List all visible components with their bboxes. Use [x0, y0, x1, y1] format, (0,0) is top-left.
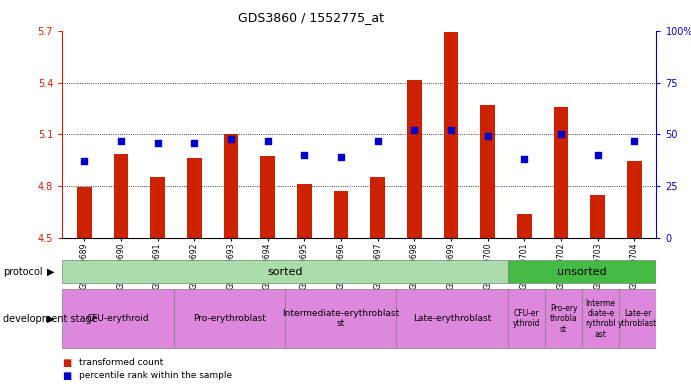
- Text: Pro-ery
throbla
st: Pro-ery throbla st: [550, 304, 578, 334]
- Text: sorted: sorted: [267, 266, 303, 277]
- Bar: [187, 158, 202, 238]
- Text: Intermediate-erythroblast
st: Intermediate-erythroblast st: [282, 309, 399, 328]
- Bar: [62, 260, 508, 283]
- Text: ▶: ▶: [47, 266, 55, 277]
- Bar: [508, 289, 545, 348]
- Text: development stage: development stage: [3, 314, 98, 324]
- Text: Pro-erythroblast: Pro-erythroblast: [193, 314, 266, 323]
- Bar: [77, 187, 91, 238]
- Text: transformed count: transformed count: [79, 358, 164, 367]
- Text: GDS3860 / 1552775_at: GDS3860 / 1552775_at: [238, 12, 384, 25]
- Text: Late-erythroblast: Late-erythroblast: [413, 314, 491, 323]
- Bar: [334, 190, 348, 238]
- Bar: [113, 154, 129, 238]
- Text: ■: ■: [62, 371, 71, 381]
- Text: CFU-erythroid: CFU-erythroid: [86, 314, 149, 323]
- Point: [335, 154, 346, 160]
- Bar: [590, 195, 605, 238]
- Text: CFU-er
ythroid: CFU-er ythroid: [513, 309, 540, 328]
- Point: [446, 127, 457, 133]
- Bar: [173, 289, 285, 348]
- Point: [519, 156, 530, 162]
- Text: unsorted: unsorted: [558, 266, 607, 277]
- Point: [592, 152, 603, 158]
- Point: [372, 137, 384, 144]
- Bar: [397, 289, 508, 348]
- Bar: [150, 177, 165, 238]
- Point: [629, 137, 640, 144]
- Point: [225, 136, 236, 142]
- Text: percentile rank within the sample: percentile rank within the sample: [79, 371, 233, 380]
- Bar: [407, 80, 422, 238]
- Bar: [553, 107, 569, 238]
- Bar: [370, 177, 385, 238]
- Bar: [480, 105, 495, 238]
- Point: [189, 140, 200, 146]
- Text: ▶: ▶: [47, 314, 55, 324]
- Bar: [545, 289, 582, 348]
- Point: [482, 133, 493, 139]
- Bar: [297, 184, 312, 238]
- Point: [79, 158, 90, 164]
- Point: [556, 131, 567, 137]
- Point: [115, 137, 126, 144]
- Bar: [619, 289, 656, 348]
- Bar: [517, 214, 532, 238]
- Bar: [508, 260, 656, 283]
- Point: [409, 127, 420, 133]
- Bar: [582, 289, 619, 348]
- Bar: [444, 32, 458, 238]
- Text: Interme
diate-e
rythrobl
ast: Interme diate-e rythrobl ast: [585, 299, 616, 339]
- Bar: [627, 161, 642, 238]
- Bar: [62, 289, 173, 348]
- Point: [299, 152, 310, 158]
- Point: [262, 137, 273, 144]
- Bar: [285, 289, 397, 348]
- Text: protocol: protocol: [3, 266, 43, 277]
- Point: [152, 140, 163, 146]
- Text: ■: ■: [62, 358, 71, 368]
- Bar: [261, 156, 275, 238]
- Bar: [224, 134, 238, 238]
- Text: Late-er
ythroblast: Late-er ythroblast: [618, 309, 658, 328]
